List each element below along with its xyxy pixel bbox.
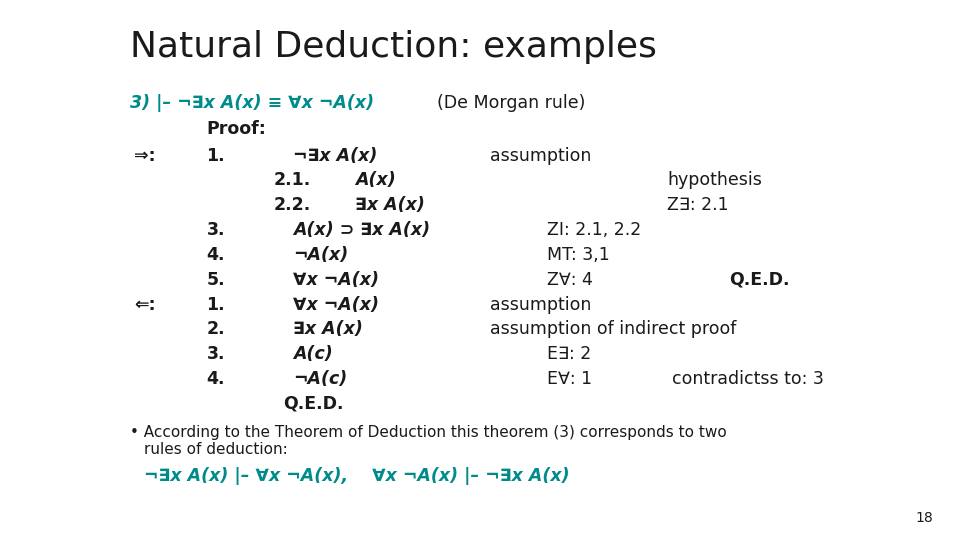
Text: Z∃: 2.1: Z∃: 2.1	[667, 196, 729, 214]
Text: Q.E.D.: Q.E.D.	[283, 395, 344, 413]
Text: 4.: 4.	[206, 370, 225, 388]
Text: ⇒:: ⇒:	[134, 146, 156, 165]
Text: ∃x A(x): ∃x A(x)	[293, 320, 363, 339]
Text: Proof:: Proof:	[206, 119, 266, 138]
Text: assumption: assumption	[490, 295, 591, 314]
Text: 5.: 5.	[206, 271, 225, 289]
Text: E∃: 2: E∃: 2	[547, 345, 591, 363]
Text: (De Morgan rule): (De Morgan rule)	[437, 93, 586, 112]
Text: A(c): A(c)	[293, 345, 332, 363]
Text: 3.: 3.	[206, 345, 225, 363]
Text: • According to the Theorem of Deduction this theorem (3) corresponds to two: • According to the Theorem of Deduction …	[130, 424, 727, 440]
Text: hypothesis: hypothesis	[667, 171, 762, 190]
Text: ¬A(c): ¬A(c)	[293, 370, 348, 388]
Text: 3.: 3.	[206, 221, 225, 239]
Text: ∀x ¬A(x): ∀x ¬A(x)	[293, 271, 379, 289]
Text: ¬∃x A(x): ¬∃x A(x)	[293, 146, 377, 165]
Text: A(x): A(x)	[355, 171, 396, 190]
Text: ¬A(x): ¬A(x)	[293, 246, 348, 264]
Text: ⇐:: ⇐:	[134, 295, 156, 314]
Text: 1.: 1.	[206, 146, 225, 165]
Text: assumption: assumption	[490, 146, 591, 165]
Text: 2.1.: 2.1.	[274, 171, 311, 190]
Text: 1.: 1.	[206, 295, 225, 314]
Text: ZI: 2.1, 2.2: ZI: 2.1, 2.2	[547, 221, 641, 239]
Text: Z∀: 4: Z∀: 4	[547, 271, 593, 289]
Text: 4.: 4.	[206, 246, 225, 264]
Text: ¬∃x A(x) |– ∀x ¬A(x),    ∀x ¬A(x) |– ¬∃x A(x): ¬∃x A(x) |– ∀x ¬A(x), ∀x ¬A(x) |– ¬∃x A(…	[144, 467, 569, 485]
Text: A(x) ⊃ ∃x A(x): A(x) ⊃ ∃x A(x)	[293, 221, 430, 239]
Text: rules of deduction:: rules of deduction:	[144, 442, 288, 457]
Text: MT: 3,1: MT: 3,1	[547, 246, 610, 264]
Text: 2.2.: 2.2.	[274, 196, 311, 214]
Text: Q.E.D.: Q.E.D.	[730, 271, 790, 289]
Text: ∀x ¬A(x): ∀x ¬A(x)	[293, 295, 379, 314]
Text: assumption of indirect proof: assumption of indirect proof	[490, 320, 736, 339]
Text: contradictss to: 3: contradictss to: 3	[672, 370, 824, 388]
Text: ∃x A(x): ∃x A(x)	[355, 196, 425, 214]
Text: 3) |– ¬∃x A(x) ≡ ∀x ¬A(x): 3) |– ¬∃x A(x) ≡ ∀x ¬A(x)	[130, 93, 373, 112]
Text: Natural Deduction: examples: Natural Deduction: examples	[130, 30, 657, 64]
Text: 18: 18	[916, 511, 933, 525]
Text: E∀: 1: E∀: 1	[547, 370, 592, 388]
Text: 2.: 2.	[206, 320, 225, 339]
